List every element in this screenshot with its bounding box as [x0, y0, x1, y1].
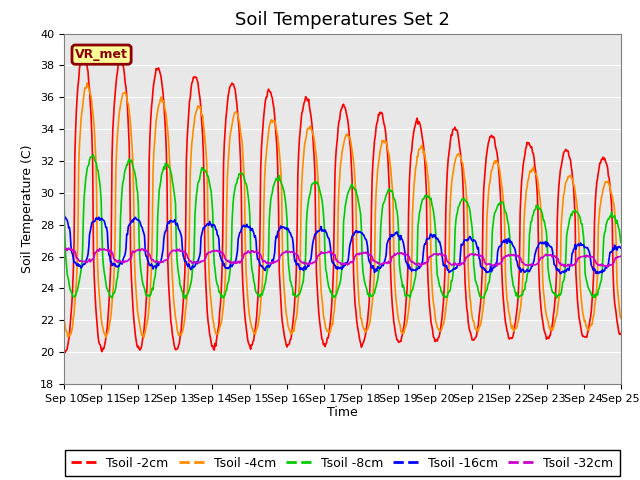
- Tsoil -32cm: [60, 245, 68, 251]
- Tsoil -2cm: [215, 322, 223, 327]
- Tsoil -2cm: [428, 323, 436, 329]
- Tsoil -4cm: [215, 328, 223, 334]
- Tsoil -32cm: [184, 255, 192, 261]
- Tsoil -32cm: [214, 248, 221, 254]
- Tsoil -8cm: [215, 289, 223, 295]
- Tsoil -16cm: [617, 245, 625, 251]
- Tsoil -16cm: [426, 231, 434, 237]
- Tsoil -2cm: [61, 350, 68, 356]
- Tsoil -2cm: [78, 51, 86, 57]
- Tsoil -32cm: [410, 260, 418, 266]
- Tsoil -4cm: [102, 335, 109, 340]
- Title: Soil Temperatures Set 2: Soil Temperatures Set 2: [235, 11, 450, 29]
- Tsoil -16cm: [127, 219, 135, 225]
- X-axis label: Time: Time: [327, 407, 358, 420]
- Tsoil -16cm: [184, 264, 192, 270]
- Tsoil -8cm: [186, 286, 193, 292]
- Tsoil -8cm: [90, 152, 97, 158]
- Tsoil -2cm: [129, 304, 137, 310]
- Tsoil -4cm: [83, 80, 91, 86]
- Tsoil -16cm: [60, 212, 68, 218]
- Tsoil -8cm: [70, 294, 78, 300]
- Y-axis label: Soil Temperature (C): Soil Temperature (C): [22, 144, 35, 273]
- Tsoil -8cm: [128, 160, 136, 166]
- Tsoil -4cm: [428, 280, 436, 286]
- Tsoil -32cm: [70, 248, 78, 254]
- Tsoil -32cm: [127, 255, 135, 261]
- Tsoil -16cm: [557, 271, 564, 276]
- Tsoil -4cm: [129, 161, 137, 167]
- Tsoil -2cm: [60, 346, 68, 352]
- Tsoil -16cm: [70, 260, 78, 265]
- Tsoil -8cm: [182, 296, 189, 301]
- Tsoil -4cm: [60, 316, 68, 322]
- Tsoil -4cm: [412, 165, 419, 171]
- Tsoil -2cm: [186, 99, 193, 105]
- Tsoil -4cm: [617, 315, 625, 321]
- Tsoil -32cm: [604, 264, 611, 270]
- Line: Tsoil -8cm: Tsoil -8cm: [64, 155, 621, 299]
- Tsoil -4cm: [70, 311, 78, 316]
- Tsoil -4cm: [186, 223, 193, 229]
- Tsoil -16cm: [410, 267, 418, 273]
- Line: Tsoil -32cm: Tsoil -32cm: [64, 248, 621, 267]
- Tsoil -2cm: [412, 121, 419, 127]
- Line: Tsoil -2cm: Tsoil -2cm: [64, 54, 621, 353]
- Tsoil -8cm: [617, 240, 625, 245]
- Legend: Tsoil -2cm, Tsoil -4cm, Tsoil -8cm, Tsoil -16cm, Tsoil -32cm: Tsoil -2cm, Tsoil -4cm, Tsoil -8cm, Tsoi…: [65, 450, 620, 476]
- Tsoil -2cm: [617, 331, 625, 336]
- Tsoil -2cm: [71, 152, 79, 158]
- Tsoil -32cm: [426, 253, 434, 259]
- Tsoil -8cm: [428, 202, 436, 207]
- Tsoil -8cm: [412, 274, 419, 279]
- Tsoil -32cm: [617, 253, 625, 259]
- Line: Tsoil -4cm: Tsoil -4cm: [64, 83, 621, 337]
- Tsoil -8cm: [60, 197, 68, 203]
- Line: Tsoil -16cm: Tsoil -16cm: [64, 215, 621, 274]
- Text: VR_met: VR_met: [75, 48, 128, 61]
- Tsoil -16cm: [214, 232, 221, 238]
